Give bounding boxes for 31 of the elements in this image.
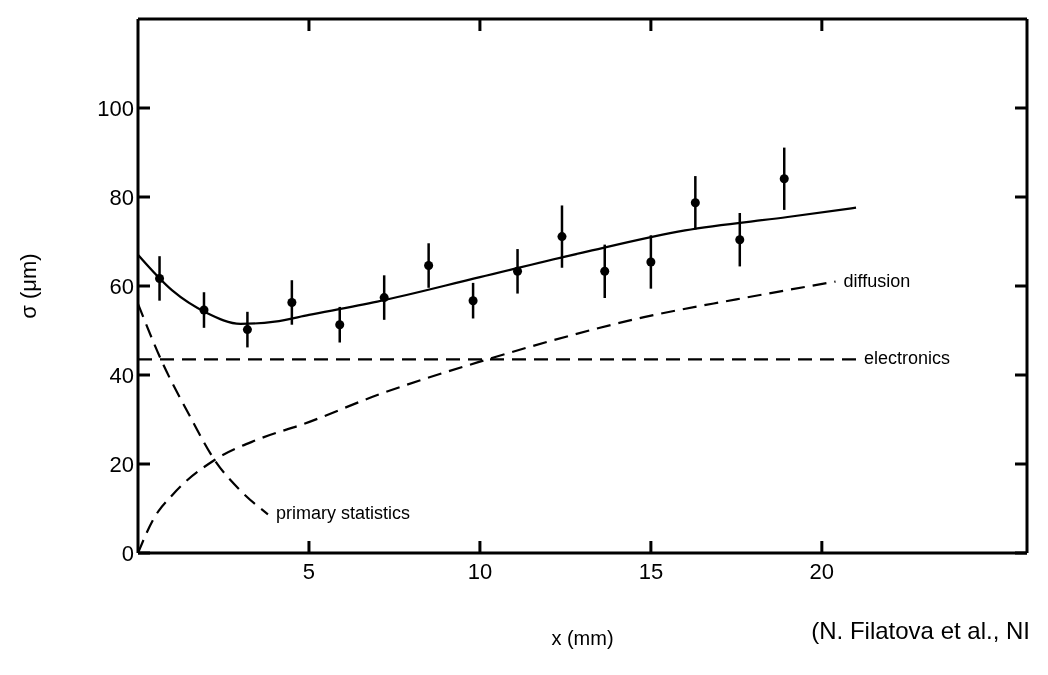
point — [735, 235, 745, 245]
y-tick-label: 40 — [109, 362, 134, 388]
y-tick-label: 0 — [121, 540, 134, 566]
point — [646, 257, 656, 267]
series-label: diffusion — [843, 270, 911, 291]
y-tick-label: 100 — [97, 95, 134, 121]
point — [468, 296, 478, 306]
point — [690, 198, 700, 208]
point — [379, 293, 389, 303]
series-label: electronics — [864, 348, 951, 369]
point — [424, 261, 434, 271]
y-tick-label: 60 — [109, 273, 134, 299]
point — [513, 266, 523, 276]
y-tick-label: 80 — [109, 184, 134, 210]
point — [242, 325, 252, 335]
point — [335, 320, 345, 330]
point — [779, 174, 789, 184]
y-axis-title: σ (μm) — [15, 253, 41, 319]
point — [199, 305, 209, 315]
point — [557, 232, 567, 242]
y-tick-label: 20 — [109, 451, 134, 477]
point — [600, 266, 610, 276]
point — [287, 297, 297, 307]
x-tick-label: 20 — [809, 558, 835, 584]
series-label: primary statistics — [275, 503, 410, 524]
text: (N. Filatova et al., NI — [811, 617, 1030, 645]
point — [155, 273, 165, 283]
x-axis-title: x (mm) — [551, 627, 614, 649]
x-tick-label: 15 — [638, 558, 664, 584]
x-tick-label: 10 — [467, 558, 493, 584]
x-tick-label: 5 — [302, 558, 316, 584]
